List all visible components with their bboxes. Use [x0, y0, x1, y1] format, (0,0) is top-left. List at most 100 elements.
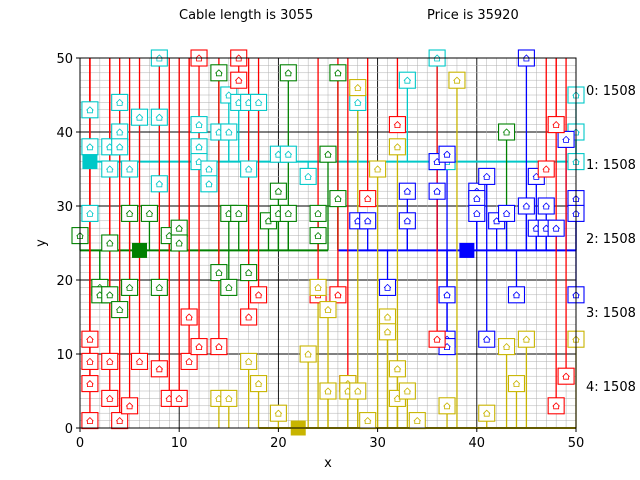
house-marker — [537, 160, 555, 178]
house-marker — [547, 116, 565, 134]
x-axis-label: x — [324, 456, 332, 471]
house-marker — [170, 389, 188, 407]
house-marker — [478, 404, 496, 422]
house-marker — [309, 278, 327, 296]
house-marker — [190, 338, 208, 356]
house-marker — [130, 108, 149, 126]
house-marker — [478, 330, 496, 348]
house-marker — [507, 286, 526, 304]
house-marker — [369, 160, 387, 178]
battery-hub — [82, 154, 98, 170]
house-marker — [557, 130, 575, 148]
house-marker — [101, 286, 119, 304]
house-marker — [398, 212, 416, 230]
house-marker — [111, 301, 129, 319]
house-marker — [150, 278, 168, 296]
house-marker — [101, 352, 119, 370]
side-label: 4: 1508 — [586, 380, 636, 395]
battery-hub — [132, 242, 148, 258]
house-marker — [81, 375, 99, 393]
house-marker — [398, 71, 416, 89]
house-marker — [81, 204, 99, 222]
house-marker — [438, 397, 456, 415]
house-marker — [150, 108, 168, 126]
house-marker — [279, 204, 297, 222]
house-marker — [319, 301, 337, 319]
house-marker — [428, 330, 446, 348]
house-marker — [81, 352, 99, 370]
y-tick-label: 20 — [56, 274, 73, 289]
house-marker — [388, 138, 406, 156]
house-marker — [478, 167, 496, 185]
house-marker — [121, 204, 139, 222]
house-marker — [319, 382, 337, 400]
house-marker — [250, 286, 268, 304]
house-marker — [359, 412, 377, 430]
house-marker — [349, 93, 367, 111]
side-label: 2: 1508 — [586, 232, 636, 247]
house-marker — [200, 175, 218, 193]
house-marker — [398, 182, 416, 200]
house-marker — [220, 389, 238, 407]
house-marker — [240, 308, 258, 326]
house-marker — [378, 278, 397, 296]
house-marker — [81, 412, 99, 430]
house-marker — [329, 286, 347, 304]
house-marker — [468, 190, 486, 208]
house-marker — [240, 352, 258, 370]
house-marker — [220, 123, 238, 141]
house-marker — [359, 190, 377, 208]
house-marker — [547, 219, 565, 237]
house-marker — [309, 227, 327, 245]
house-marker — [170, 234, 188, 252]
axis-ticks: 0 10 20 30 40 50 0 10 20 30 40 50 — [56, 52, 584, 451]
house-marker — [230, 71, 248, 89]
house-marker — [408, 412, 426, 430]
house-marker — [240, 264, 258, 282]
house-marker — [269, 182, 287, 200]
house-marker — [359, 212, 377, 230]
house-marker — [210, 338, 228, 356]
house-marker — [398, 382, 416, 400]
house-marker — [250, 93, 268, 111]
x-tick-label: 0 — [76, 436, 84, 451]
house-marker — [448, 71, 466, 89]
house-marker — [517, 197, 535, 215]
cable-length-text: Cable length is 3055 — [179, 8, 314, 23]
x-tick-label: 50 — [568, 436, 585, 451]
y-axis-label: y — [34, 239, 49, 247]
house-marker — [279, 64, 297, 82]
houses — [71, 49, 585, 430]
x-tick-label: 10 — [171, 436, 188, 451]
house-marker — [537, 197, 555, 215]
house-marker — [81, 138, 99, 156]
y-tick-label: 10 — [56, 348, 73, 363]
house-marker — [210, 64, 228, 82]
y-tick-label: 50 — [56, 52, 73, 67]
house-marker — [180, 352, 198, 370]
house-marker — [190, 138, 208, 156]
house-marker — [230, 204, 248, 222]
house-marker — [121, 160, 139, 178]
house-marker — [557, 367, 575, 385]
battery-hub — [459, 242, 475, 258]
house-marker — [517, 330, 535, 348]
house-marker — [111, 138, 129, 156]
house-marker — [279, 145, 297, 163]
house-marker — [111, 123, 129, 141]
house-marker — [388, 116, 406, 134]
house-marker — [111, 412, 129, 430]
house-marker — [498, 204, 516, 222]
house-marker — [428, 182, 446, 200]
house-marker — [349, 79, 367, 97]
house-marker — [210, 264, 228, 282]
side-label: 1: 1508 — [586, 158, 636, 173]
house-marker — [180, 308, 198, 326]
y-tick-label: 0 — [65, 422, 73, 437]
house-marker — [81, 330, 99, 348]
house-marker — [329, 64, 347, 82]
house-marker — [329, 190, 347, 208]
house-marker — [269, 404, 287, 422]
house-marker — [200, 160, 218, 178]
